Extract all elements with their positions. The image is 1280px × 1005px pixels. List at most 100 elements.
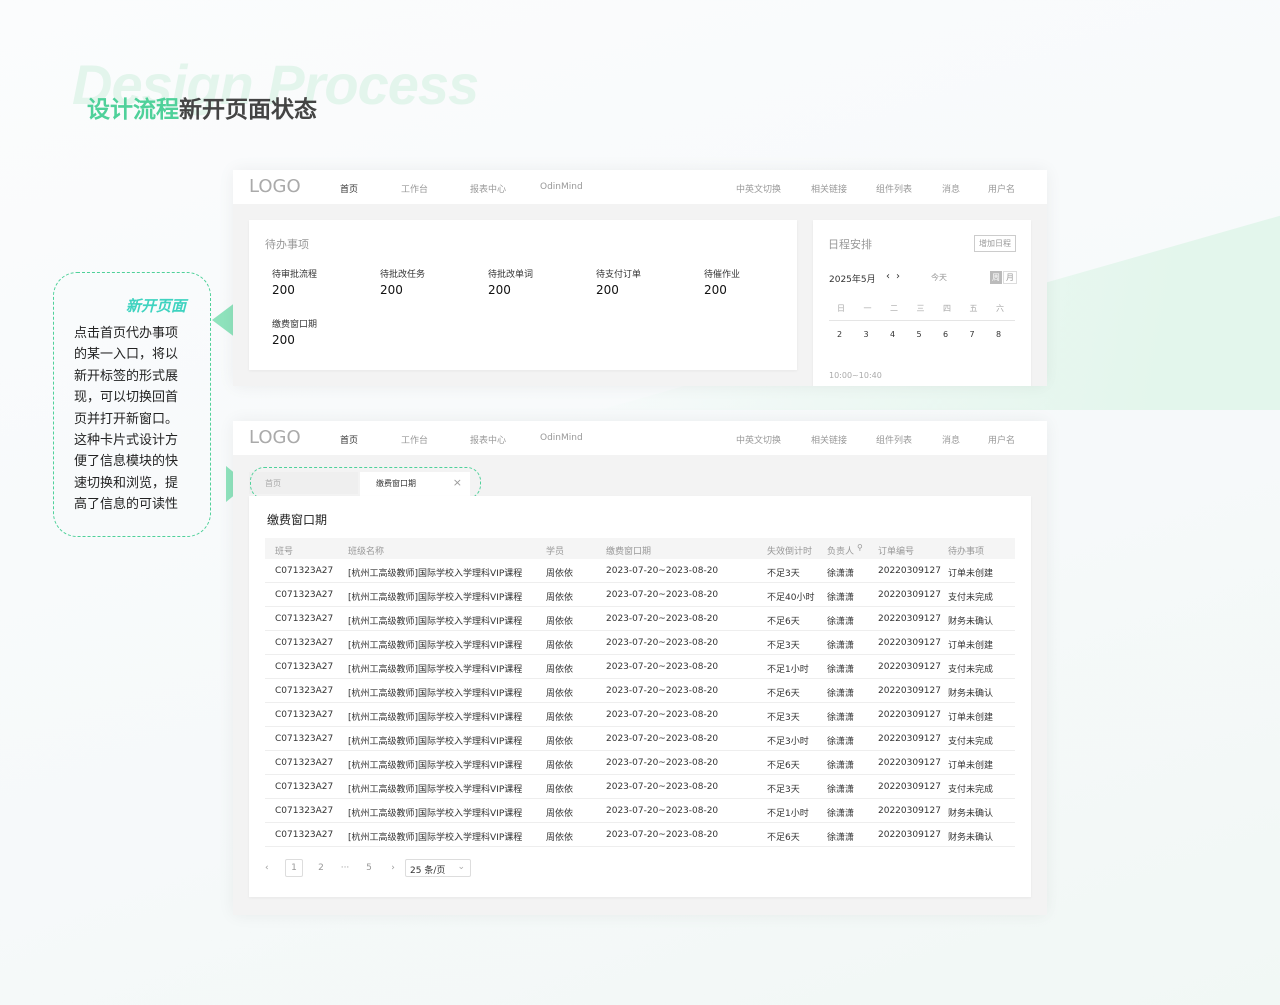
nav-components[interactable]: 组件列表 (876, 185, 913, 195)
page-5[interactable]: 5 (366, 863, 372, 873)
top-nav-2: LOGO 首页 工作台 报表中心 OdinMind 中英文切换 相关链接 组件列… (233, 421, 1047, 455)
table-row[interactable]: C071323A27 [杭州工高级教师]国际学校入学理科VIP课程 周依依 2023-… (265, 775, 1015, 799)
logo: LOGO (249, 427, 301, 448)
prev-month-button[interactable]: ‹ (886, 271, 890, 282)
calendar-day[interactable]: 3 (863, 330, 869, 339)
weekday-label: 日 (837, 304, 845, 313)
next-page-button[interactable]: › (391, 863, 395, 873)
page-ellipsis[interactable]: ··· (340, 863, 350, 873)
table-cell: 不足6天 (767, 833, 800, 843)
table-cell: 2023-07-20~2023-08-20 (606, 830, 719, 840)
table-row[interactable]: C071323A27 [杭州工高级教师]国际学校入学理科VIP课程 周依依 2023-… (265, 631, 1015, 655)
nav-language[interactable]: 中英文切换 (736, 436, 782, 446)
column-header: 班号 (275, 547, 294, 557)
table-cell: C071323A27 (275, 566, 334, 576)
table-row[interactable]: C071323A27 [杭州工高级教师]国际学校入学理科VIP课程 周依依 2023-… (265, 607, 1015, 631)
nav-workbench[interactable]: 工作台 (401, 436, 429, 446)
nav-odinmind[interactable]: OdinMind (540, 182, 583, 192)
todo-label: 待支付订单 (596, 270, 642, 280)
table-row[interactable]: C071323A27 [杭州工高级教师]国际学校入学理科VIP课程 周依依 2023-… (265, 823, 1015, 847)
table-cell: 2023-07-20~2023-08-20 (606, 758, 719, 768)
table-cell: C071323A27 (275, 758, 334, 768)
table-cell: C071323A27 (275, 686, 334, 696)
prev-page-button[interactable]: ‹ (265, 863, 269, 873)
table-cell: 2023-07-20~2023-08-20 (606, 662, 719, 672)
nav-messages[interactable]: 消息 (942, 185, 961, 195)
table-cell: [杭州工高级教师]国际学校入学理科VIP课程 (348, 809, 523, 819)
todo-item[interactable]: 待催作业 200 (704, 267, 740, 297)
nav-language[interactable]: 中英文切换 (736, 185, 782, 195)
note-callout: 新开页面 点击首页代办事项的某一入口，将以新开标签的形式展现，可以切换回首页并打… (53, 272, 211, 537)
table-cell: 20220309127 (878, 662, 941, 672)
month-label: 2025年5月 (829, 275, 876, 285)
column-header: 班级名称 (348, 547, 385, 557)
chevron-down-icon: ⌄ (457, 862, 465, 872)
nav-home[interactable]: 首页 (340, 436, 359, 446)
table-row[interactable]: C071323A27 [杭州工高级教师]国际学校入学理科VIP课程 周依依 2023-… (265, 679, 1015, 703)
table-row[interactable]: C071323A27 [杭州工高级教师]国际学校入学理科VIP课程 周依依 2023-… (265, 799, 1015, 823)
week-toggle[interactable]: 周 (990, 271, 1002, 284)
table-cell: 周依依 (546, 689, 574, 699)
page-2[interactable]: 2 (318, 863, 324, 873)
calendar-day[interactable]: 6 (943, 330, 949, 339)
nav-username[interactable]: 用户名 (988, 436, 1016, 446)
pagination: ‹ 1 2 ··· 5 › 25 条/页 ⌄ (265, 859, 471, 877)
nav-home[interactable]: 首页 (340, 185, 359, 195)
table-row[interactable]: C071323A27 [杭州工高级教师]国际学校入学理科VIP课程 周依依 2023-… (265, 703, 1015, 727)
calendar-day[interactable]: 7 (969, 330, 975, 339)
table-row[interactable]: C071323A27 [杭州工高级教师]国际学校入学理科VIP课程 周依依 2023-… (265, 655, 1015, 679)
table-cell: 2023-07-20~2023-08-20 (606, 686, 719, 696)
table-row[interactable]: C071323A27 [杭州工高级教师]国际学校入学理科VIP课程 周依依 2023-… (265, 559, 1015, 583)
nav-reports[interactable]: 报表中心 (470, 185, 507, 195)
table-row[interactable]: C071323A27 [杭州工高级教师]国际学校入学理科VIP课程 周依依 2023-… (265, 727, 1015, 751)
todo-title: 待办事项 (265, 238, 309, 251)
tabs-highlight (250, 467, 481, 499)
table-cell: 20220309127 (878, 830, 941, 840)
todo-item[interactable]: 缴费窗口期 200 (272, 317, 317, 347)
todo-item[interactable]: 待批改单词 200 (488, 267, 533, 297)
table-row[interactable]: C071323A27 [杭州工高级教师]国际学校入学理科VIP课程 周依依 2023-… (265, 583, 1015, 607)
nav-username[interactable]: 用户名 (988, 185, 1016, 195)
month-toggle[interactable]: 月 (1003, 271, 1017, 284)
today-button[interactable]: 今天 (931, 273, 947, 282)
table-cell: [杭州工高级教师]国际学校入学理科VIP课程 (348, 641, 523, 651)
nav-components[interactable]: 组件列表 (876, 436, 913, 446)
table-cell: 徐潇潇 (827, 713, 855, 723)
calendar-day[interactable]: 2 (837, 330, 843, 339)
column-header: 失效倒计时 (767, 547, 813, 557)
todo-item[interactable]: 待批改任务 200 (380, 267, 425, 297)
table-cell: 2023-07-20~2023-08-20 (606, 638, 719, 648)
table-cell: 不足3天 (767, 641, 800, 651)
nav-links[interactable]: 相关链接 (811, 185, 848, 195)
todo-item[interactable]: 待审批流程 200 (272, 267, 317, 297)
nav-messages[interactable]: 消息 (942, 436, 961, 446)
close-tab-icon[interactable]: × (452, 476, 462, 489)
todo-item[interactable]: 待支付订单 200 (596, 267, 641, 297)
nav-links[interactable]: 相关链接 (811, 436, 848, 446)
table-cell: 2023-07-20~2023-08-20 (606, 734, 719, 744)
table-cell: C071323A27 (275, 782, 334, 792)
calendar-day[interactable]: 4 (890, 330, 896, 339)
nav-reports[interactable]: 报表中心 (470, 436, 507, 446)
page-1[interactable]: 1 (285, 859, 303, 877)
tab-payment-window[interactable]: 缴费窗口期 × (360, 472, 470, 496)
search-icon[interactable]: ⚲ (857, 543, 863, 552)
calendar-day[interactable]: 5 (916, 330, 922, 339)
next-month-button[interactable]: › (896, 271, 900, 282)
weekday-label: 五 (969, 304, 978, 313)
todo-value: 200 (488, 283, 511, 297)
column-header[interactable]: 负责人 (827, 547, 855, 557)
calendar-day[interactable]: 8 (996, 330, 1002, 339)
table-cell: 周依依 (546, 737, 574, 747)
page-size-select[interactable]: 25 条/页 ⌄ (405, 859, 471, 877)
table-cell: C071323A27 (275, 638, 334, 648)
column-header: 缴费窗口期 (606, 547, 652, 557)
tab-home[interactable]: 首页 (249, 472, 358, 494)
nav-workbench[interactable]: 工作台 (401, 185, 429, 195)
table-row[interactable]: C071323A27 [杭州工高级教师]国际学校入学理科VIP课程 周依依 2023-… (265, 751, 1015, 775)
add-schedule-button[interactable]: 增加日程 (974, 235, 1016, 252)
table-cell: 财务未确认 (948, 809, 994, 819)
table-cell: 2023-07-20~2023-08-20 (606, 566, 719, 576)
table-cell: 周依依 (546, 641, 574, 651)
nav-odinmind[interactable]: OdinMind (540, 433, 583, 443)
